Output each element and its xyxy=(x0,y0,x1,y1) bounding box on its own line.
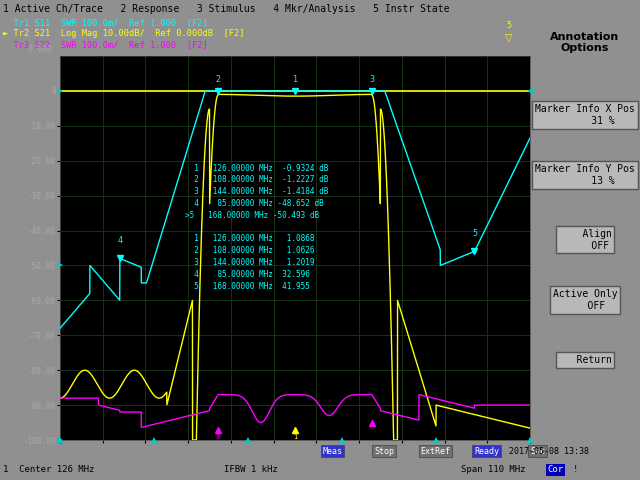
Text: Tr1 S11  SWR 100.0m/  Ref 1.000  [F2]: Tr1 S11 SWR 100.0m/ Ref 1.000 [F2] xyxy=(3,18,207,27)
Text: 2: 2 xyxy=(216,75,221,84)
Text: 0.000: 0.000 xyxy=(27,45,52,54)
Text: 2017-05-08 13:38: 2017-05-08 13:38 xyxy=(509,446,589,456)
Text: IFBW 1 kHz: IFBW 1 kHz xyxy=(224,466,278,475)
Text: 1  Center 126 MHz: 1 Center 126 MHz xyxy=(3,466,95,475)
Text: Span 110 MHz: Span 110 MHz xyxy=(461,466,525,475)
Text: 1: 1 xyxy=(292,75,298,84)
Text: Align
     OFF: Align OFF xyxy=(559,229,611,251)
Text: 3: 3 xyxy=(216,434,220,440)
Text: 3: 3 xyxy=(369,75,374,84)
Text: ExtRef: ExtRef xyxy=(420,446,450,456)
Text: Svc: Svc xyxy=(530,446,545,456)
Text: ▽: ▽ xyxy=(505,33,513,42)
Text: 1: 1 xyxy=(293,434,297,440)
Text: Stop: Stop xyxy=(374,446,394,456)
Text: Active Only
    OFF: Active Only OFF xyxy=(553,289,618,311)
Text: 1   126.00000 MHz  -0.9324 dB
  2   108.00000 MHz  -1.2227 dB
  3   144.00000 MH: 1 126.00000 MHz -0.9324 dB 2 108.00000 M… xyxy=(184,164,328,290)
Text: Marker Info X Pos
      31 %: Marker Info X Pos 31 % xyxy=(535,104,635,126)
Text: 4: 4 xyxy=(117,236,122,244)
Text: Cor: Cor xyxy=(547,466,563,475)
Text: Meas: Meas xyxy=(323,446,343,456)
Text: 1 Active Ch/Trace   2 Response   3 Stimulus   4 Mkr/Analysis   5 Instr State: 1 Active Ch/Trace 2 Response 3 Stimulus … xyxy=(3,4,450,14)
Text: !: ! xyxy=(573,466,578,475)
Text: Annotation
Options: Annotation Options xyxy=(550,32,620,53)
Text: 5: 5 xyxy=(506,21,511,30)
Text: ► Tr2 S21  Log Mag 10.00dB/  Ref 0.000dB  [F2]: ► Tr2 S21 Log Mag 10.00dB/ Ref 0.000dB [… xyxy=(3,29,244,38)
Text: Tr3 S22  SWR 100.0m/  Ref 1.000  [F2]: Tr3 S22 SWR 100.0m/ Ref 1.000 [F2] xyxy=(3,40,207,49)
Text: 5: 5 xyxy=(472,228,477,238)
Text: Marker Info Y Pos
      13 %: Marker Info Y Pos 13 % xyxy=(535,164,635,186)
Text: Ready: Ready xyxy=(474,446,499,456)
Text: Return: Return xyxy=(559,355,611,365)
